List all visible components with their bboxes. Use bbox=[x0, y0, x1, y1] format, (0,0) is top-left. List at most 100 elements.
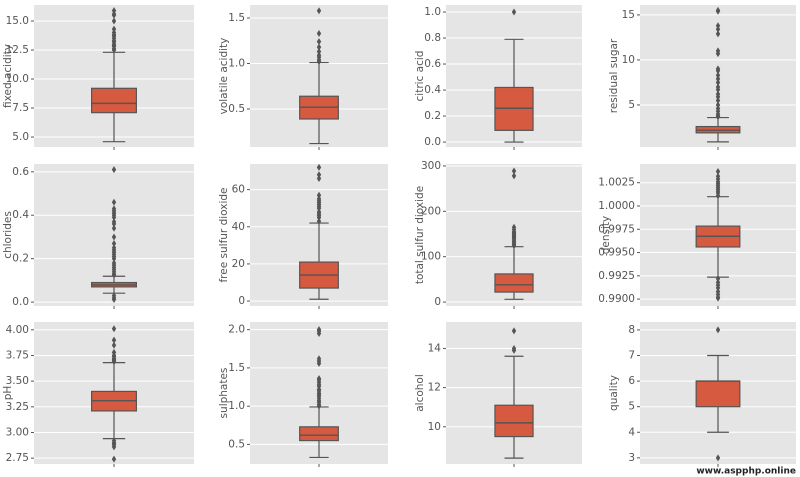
flier bbox=[316, 208, 322, 216]
y-tick-label: 0 bbox=[238, 295, 245, 307]
y-axis-label: quality bbox=[608, 375, 620, 411]
y-tick-label: 4 bbox=[628, 426, 635, 438]
flier bbox=[316, 191, 322, 199]
watermark: www.aspphp.online bbox=[696, 467, 796, 477]
y-tick-label: 1.0025 bbox=[598, 177, 635, 189]
flier bbox=[111, 244, 117, 252]
flier bbox=[715, 90, 721, 98]
flier bbox=[715, 168, 721, 176]
y-tick-label: 12 bbox=[428, 382, 441, 394]
y-tick-label: 3.75 bbox=[6, 349, 29, 361]
y-tick-label: 60 bbox=[232, 184, 245, 196]
y-tick-label: 300 bbox=[421, 160, 441, 172]
y-tick-label: 40 bbox=[232, 221, 245, 233]
flier bbox=[715, 288, 721, 296]
y-tick-label: 3.00 bbox=[6, 426, 29, 438]
flier bbox=[715, 105, 721, 113]
flier bbox=[316, 195, 322, 203]
y-tick-label: 6 bbox=[628, 375, 635, 387]
y-tick-label: 0.0 bbox=[424, 136, 441, 148]
flier bbox=[111, 455, 117, 463]
flier bbox=[715, 275, 721, 283]
flier bbox=[715, 6, 721, 14]
y-tick-label: 10 bbox=[622, 54, 635, 66]
y-tick-label: 5 bbox=[628, 99, 635, 111]
y-tick-label: 1.0 bbox=[228, 400, 245, 412]
flier bbox=[316, 29, 322, 37]
flier bbox=[316, 355, 322, 363]
y-tick-label: 0.2 bbox=[12, 253, 29, 265]
flier bbox=[111, 437, 117, 445]
y-tick-label: 4.00 bbox=[6, 324, 29, 336]
y-tick-label: 1.0 bbox=[424, 6, 441, 18]
flier bbox=[316, 51, 322, 59]
flier bbox=[111, 239, 117, 247]
flier bbox=[715, 65, 721, 73]
flier bbox=[316, 43, 322, 51]
y-tick-label: 3.50 bbox=[6, 375, 29, 387]
flier bbox=[111, 7, 117, 15]
y-axis-label: free sulfur dioxide bbox=[218, 187, 230, 282]
flier bbox=[511, 8, 517, 16]
flier bbox=[715, 47, 721, 55]
flier bbox=[715, 326, 721, 334]
flier bbox=[715, 101, 721, 109]
y-tick-label: 20 bbox=[232, 258, 245, 270]
flier bbox=[715, 30, 721, 38]
y-tick-label: 1.5 bbox=[228, 362, 245, 374]
y-tick-label: 0.5 bbox=[228, 438, 245, 450]
y-tick-label: 3 bbox=[628, 452, 635, 464]
y-axis-label: chlorides bbox=[2, 211, 14, 259]
flier bbox=[316, 38, 322, 46]
flier bbox=[715, 278, 721, 286]
flier bbox=[111, 166, 117, 174]
y-tick-label: 2.75 bbox=[6, 452, 29, 464]
y-tick-label: 0.6 bbox=[424, 58, 441, 70]
flier bbox=[511, 167, 517, 175]
y-tick-label: 1.5 bbox=[228, 12, 245, 24]
flier bbox=[316, 48, 322, 56]
y-tick-label: 200 bbox=[421, 205, 441, 217]
y-tick-label: 0.9900 bbox=[598, 293, 635, 305]
flier bbox=[715, 83, 721, 91]
y-tick-label: 0 bbox=[434, 296, 441, 308]
y-tick-label: 10 bbox=[428, 421, 441, 433]
y-tick-label: 3.25 bbox=[6, 401, 29, 413]
flier bbox=[111, 198, 117, 206]
y-axis-label: density bbox=[600, 216, 612, 255]
y-tick-label: 0.9950 bbox=[598, 247, 635, 259]
y-tick-label: 0.9975 bbox=[598, 223, 635, 235]
flier bbox=[111, 25, 117, 33]
y-tick-label: 0.4 bbox=[424, 84, 441, 96]
flier bbox=[111, 336, 117, 344]
y-tick-label: 12.5 bbox=[6, 44, 29, 56]
y-tick-label: 2.0 bbox=[228, 324, 245, 336]
flier bbox=[316, 174, 322, 182]
box bbox=[90, 87, 137, 114]
flier bbox=[111, 292, 117, 300]
y-tick-label: 7 bbox=[628, 350, 635, 362]
flier bbox=[316, 326, 322, 334]
y-tick-label: 1.0 bbox=[228, 57, 245, 69]
flier bbox=[715, 71, 721, 79]
y-tick-label: 0.0 bbox=[12, 296, 29, 308]
y-axis-label: citric acid bbox=[414, 51, 426, 102]
flier bbox=[715, 22, 721, 30]
flier bbox=[715, 25, 721, 33]
y-tick-label: 15 bbox=[622, 9, 635, 21]
y-tick-label: 0.4 bbox=[12, 209, 29, 221]
flier bbox=[316, 171, 322, 179]
flier bbox=[111, 325, 117, 333]
y-axis-label: volatile acidity bbox=[218, 38, 230, 115]
flier bbox=[511, 172, 517, 180]
y-tick-label: 8 bbox=[628, 324, 635, 336]
flier bbox=[715, 96, 721, 104]
flier bbox=[715, 454, 721, 462]
y-axis-label: fixed acidity bbox=[2, 44, 14, 108]
flier bbox=[316, 7, 322, 15]
y-tick-label: 5.0 bbox=[12, 131, 29, 143]
y-tick-label: 10.0 bbox=[6, 73, 29, 85]
flier bbox=[715, 78, 721, 86]
flier bbox=[111, 218, 117, 226]
